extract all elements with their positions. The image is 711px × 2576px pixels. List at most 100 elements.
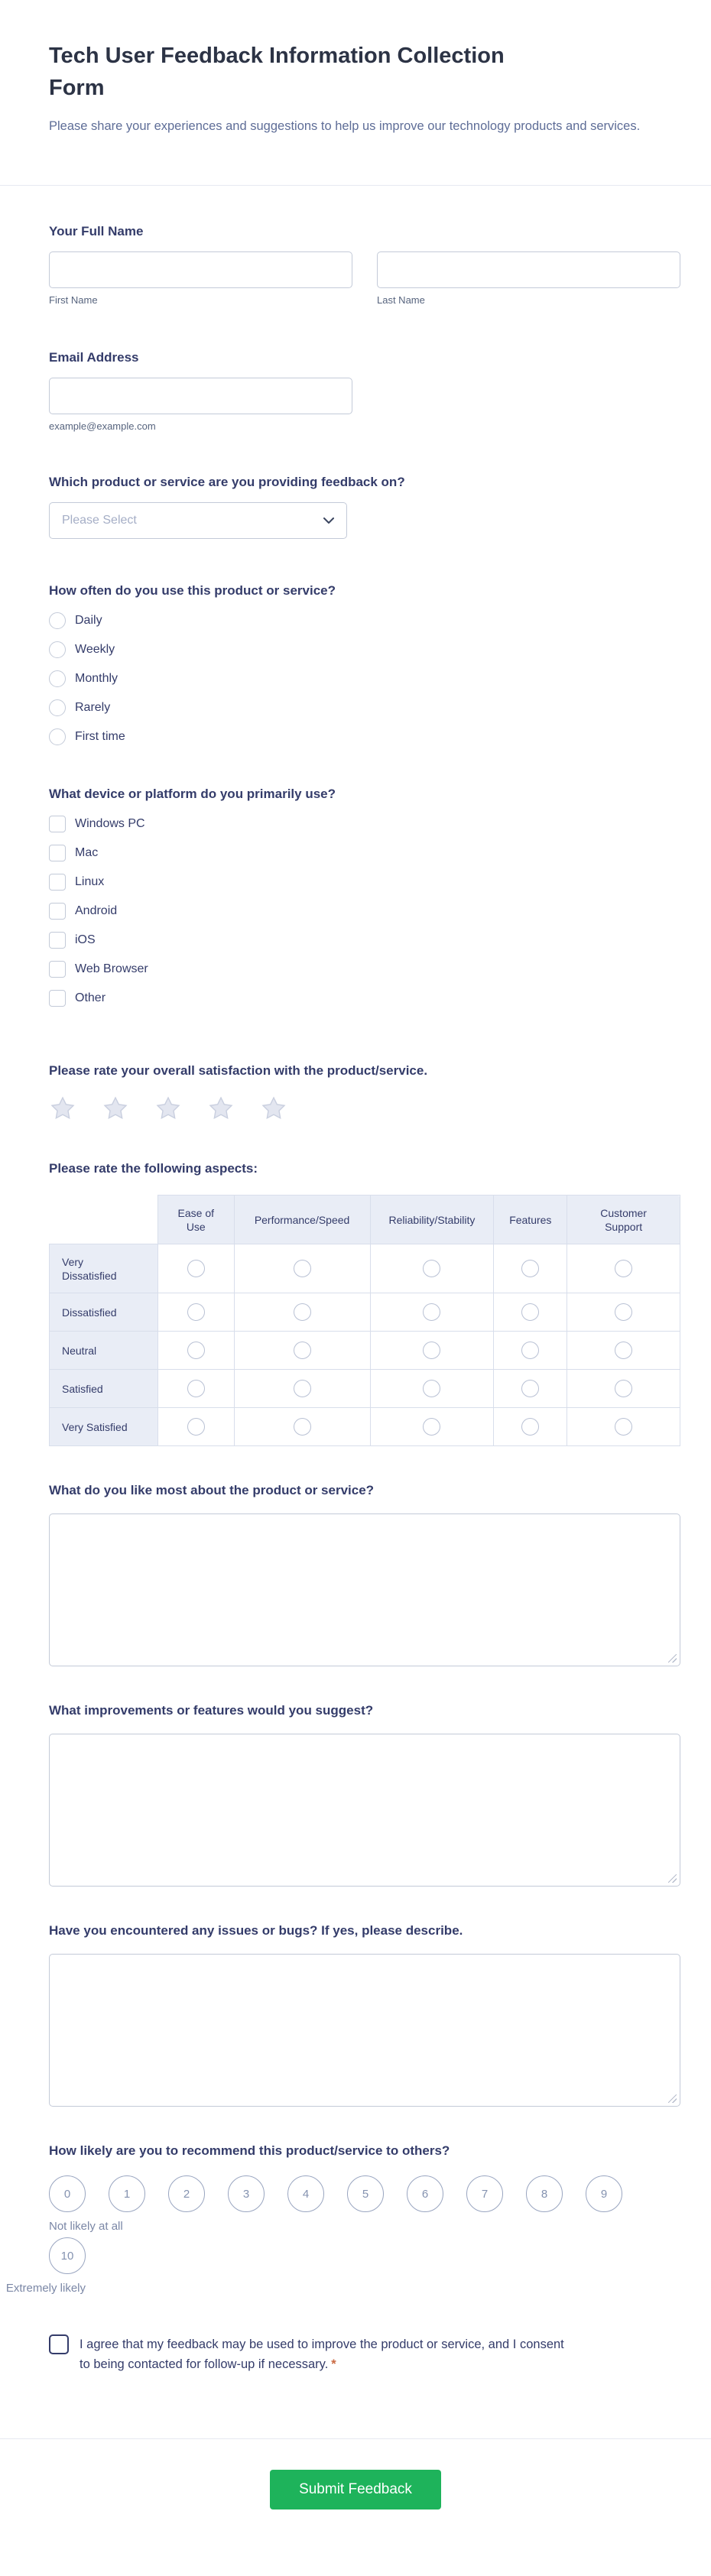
matrix-radio-icon[interactable]	[187, 1418, 205, 1436]
radio-icon[interactable]	[49, 641, 66, 658]
matrix-radio-cell[interactable]	[369, 1331, 495, 1370]
matrix-radio-cell[interactable]	[567, 1369, 680, 1408]
checkbox-icon[interactable]	[49, 874, 66, 891]
matrix-radio-cell[interactable]	[233, 1244, 371, 1293]
matrix-radio-cell[interactable]	[567, 1293, 680, 1332]
radio-icon[interactable]	[49, 699, 66, 716]
radio-icon[interactable]	[49, 728, 66, 745]
matrix-radio-cell[interactable]	[157, 1369, 235, 1408]
star-icon[interactable]	[207, 1095, 235, 1121]
email-input[interactable]	[49, 378, 352, 414]
radio-option-weekly[interactable]: Weekly	[49, 641, 680, 658]
radio-icon[interactable]	[49, 612, 66, 629]
matrix-radio-icon[interactable]	[423, 1380, 441, 1397]
matrix-radio-icon[interactable]	[423, 1303, 441, 1321]
radio-option-first-time[interactable]: First time	[49, 728, 680, 745]
checkbox-icon[interactable]	[49, 903, 66, 920]
matrix-radio-cell[interactable]	[233, 1293, 371, 1332]
matrix-radio-cell[interactable]	[157, 1331, 235, 1370]
matrix-radio-icon[interactable]	[615, 1380, 633, 1397]
matrix-radio-icon[interactable]	[293, 1418, 311, 1436]
matrix-radio-cell[interactable]	[493, 1331, 568, 1370]
nps-option-6[interactable]: 6	[407, 2175, 443, 2212]
matrix-radio-cell[interactable]	[369, 1244, 495, 1293]
matrix-radio-icon[interactable]	[187, 1260, 205, 1277]
checkbox-option-windows-pc[interactable]: Windows PC	[49, 816, 680, 832]
matrix-radio-icon[interactable]	[187, 1303, 205, 1321]
matrix-radio-cell[interactable]	[567, 1244, 680, 1293]
checkbox-option-other[interactable]: Other	[49, 990, 680, 1007]
nps-option-1[interactable]: 1	[109, 2175, 145, 2212]
matrix-radio-icon[interactable]	[615, 1418, 633, 1436]
checkbox-option-web-browser[interactable]: Web Browser	[49, 961, 680, 978]
matrix-radio-cell[interactable]	[369, 1369, 495, 1408]
matrix-radio-icon[interactable]	[187, 1380, 205, 1397]
resize-grip-icon[interactable]	[668, 1654, 677, 1663]
checkbox-option-ios[interactable]: iOS	[49, 932, 680, 949]
matrix-radio-icon[interactable]	[423, 1342, 441, 1359]
matrix-radio-cell[interactable]	[369, 1293, 495, 1332]
first-name-input[interactable]	[49, 251, 352, 288]
matrix-radio-icon[interactable]	[293, 1303, 311, 1321]
matrix-radio-icon[interactable]	[187, 1342, 205, 1359]
consent-row[interactable]: I agree that my feedback may be used to …	[49, 2334, 680, 2374]
matrix-radio-icon[interactable]	[293, 1342, 311, 1359]
matrix-radio-cell[interactable]	[157, 1293, 235, 1332]
checkbox-option-linux[interactable]: Linux	[49, 874, 680, 891]
checkbox-icon[interactable]	[49, 845, 66, 861]
matrix-radio-cell[interactable]	[157, 1244, 235, 1293]
matrix-radio-cell[interactable]	[233, 1407, 371, 1446]
star-icon[interactable]	[49, 1095, 76, 1121]
matrix-radio-icon[interactable]	[423, 1260, 441, 1277]
matrix-radio-icon[interactable]	[521, 1380, 540, 1397]
matrix-radio-icon[interactable]	[615, 1303, 633, 1321]
submit-feedback-button[interactable]: Submit Feedback	[270, 2470, 441, 2509]
matrix-radio-cell[interactable]	[493, 1369, 568, 1408]
matrix-radio-icon[interactable]	[521, 1260, 540, 1277]
nps-option-7[interactable]: 7	[466, 2175, 503, 2212]
nps-option-10[interactable]: 10	[49, 2237, 86, 2274]
checkbox-icon[interactable]	[49, 990, 66, 1007]
matrix-radio-cell[interactable]	[567, 1331, 680, 1370]
matrix-radio-cell[interactable]	[233, 1369, 371, 1408]
nps-option-2[interactable]: 2	[168, 2175, 205, 2212]
matrix-radio-icon[interactable]	[615, 1342, 633, 1359]
nps-option-9[interactable]: 9	[586, 2175, 622, 2212]
radio-option-monthly[interactable]: Monthly	[49, 670, 680, 687]
matrix-radio-cell[interactable]	[567, 1407, 680, 1446]
matrix-radio-icon[interactable]	[293, 1380, 311, 1397]
nps-option-4[interactable]: 4	[287, 2175, 324, 2212]
checkbox-icon[interactable]	[49, 961, 66, 978]
matrix-radio-icon[interactable]	[521, 1342, 540, 1359]
star-icon[interactable]	[154, 1095, 182, 1121]
issues-textarea[interactable]	[49, 1954, 680, 2107]
matrix-radio-cell[interactable]	[233, 1331, 371, 1370]
matrix-radio-cell[interactable]	[493, 1244, 568, 1293]
radio-icon[interactable]	[49, 670, 66, 687]
like-most-textarea[interactable]	[49, 1513, 680, 1666]
nps-option-5[interactable]: 5	[347, 2175, 384, 2212]
matrix-radio-icon[interactable]	[293, 1260, 311, 1277]
matrix-radio-cell[interactable]	[493, 1407, 568, 1446]
nps-option-0[interactable]: 0	[49, 2175, 86, 2212]
nps-option-8[interactable]: 8	[526, 2175, 563, 2212]
consent-checkbox[interactable]	[49, 2334, 69, 2354]
product-select[interactable]: Please Select	[49, 502, 347, 539]
star-icon[interactable]	[102, 1095, 129, 1121]
radio-option-rarely[interactable]: Rarely	[49, 699, 680, 716]
matrix-radio-cell[interactable]	[369, 1407, 495, 1446]
matrix-radio-cell[interactable]	[157, 1407, 235, 1446]
last-name-input[interactable]	[377, 251, 680, 288]
matrix-radio-cell[interactable]	[493, 1293, 568, 1332]
resize-grip-icon[interactable]	[668, 2094, 677, 2103]
matrix-radio-icon[interactable]	[423, 1418, 441, 1436]
checkbox-option-mac[interactable]: Mac	[49, 845, 680, 861]
nps-option-3[interactable]: 3	[228, 2175, 265, 2212]
checkbox-icon[interactable]	[49, 932, 66, 949]
resize-grip-icon[interactable]	[668, 1874, 677, 1883]
radio-option-daily[interactable]: Daily	[49, 612, 680, 629]
matrix-radio-icon[interactable]	[521, 1418, 540, 1436]
star-icon[interactable]	[260, 1095, 287, 1121]
matrix-radio-icon[interactable]	[521, 1303, 540, 1321]
improvements-textarea[interactable]	[49, 1734, 680, 1887]
